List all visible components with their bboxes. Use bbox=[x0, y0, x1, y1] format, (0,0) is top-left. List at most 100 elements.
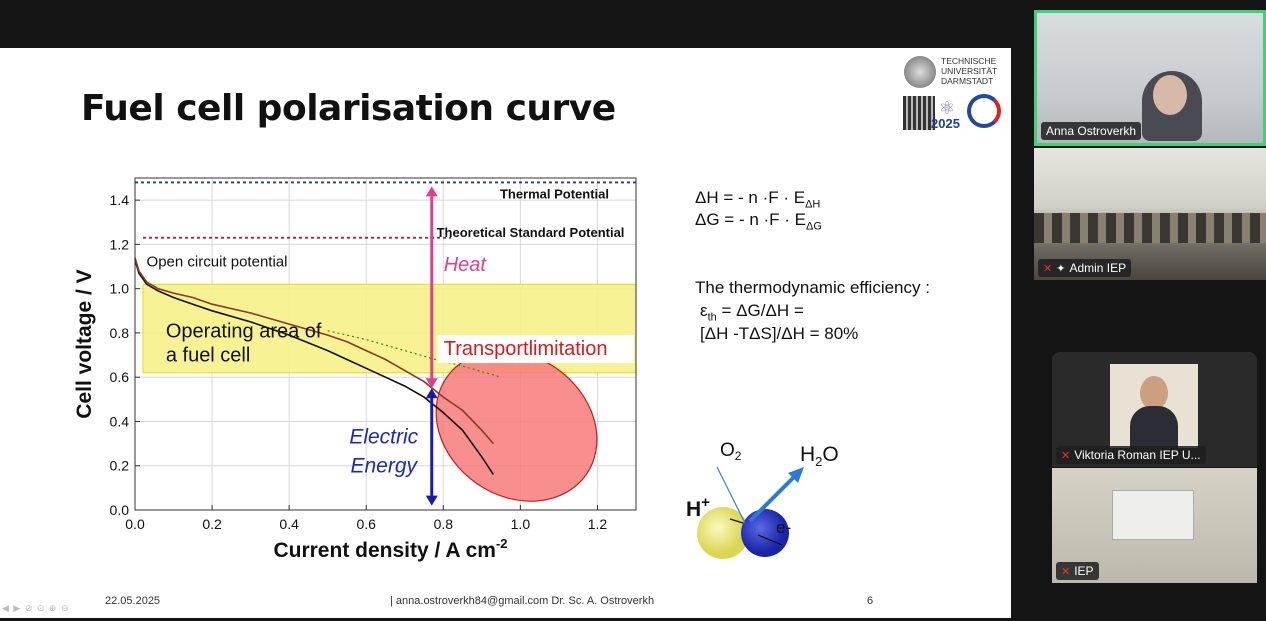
y-tick-label: 0.8 bbox=[110, 325, 130, 341]
footer-date: 22.05.2025 bbox=[105, 595, 161, 607]
electric-energy-label-2: Energy bbox=[350, 454, 418, 477]
x-axis-label-main: Current density / A cm bbox=[273, 539, 496, 562]
polarisation-curve bbox=[134, 257, 495, 445]
participant-tile-admin[interactable]: ✕ ✦ Admin IEP bbox=[1034, 148, 1266, 280]
participant-tile-iep[interactable]: ✕ IEP bbox=[1052, 468, 1257, 583]
theoretical-potential-label: Theoretical Standard Potential bbox=[437, 225, 625, 240]
water-formation-diagram: O2 H2O H+ e- bbox=[686, 440, 839, 559]
participant-tile-viktoria[interactable]: ✕ Viktoria Roman IEP U... bbox=[1052, 352, 1257, 467]
muted-mic-icon: ✕ bbox=[1061, 450, 1071, 462]
electric-arrowhead-bottom bbox=[425, 495, 438, 506]
efficiency-line-1-text: = ΔG/ΔH = bbox=[716, 301, 804, 320]
y-tick-label: 1.0 bbox=[110, 281, 130, 297]
x-tick-label: 0.4 bbox=[279, 516, 299, 532]
participant-tile-speaker[interactable]: Anna Ostroverkh bbox=[1034, 10, 1266, 146]
y-axis-label: Cell voltage / V bbox=[73, 269, 96, 418]
transport-limitation-label: Transportlimitation bbox=[444, 338, 608, 360]
slide-nav-icons[interactable]: ◀ ▶ ⊘ ⊙ ⊕ ⊖ bbox=[2, 603, 70, 613]
atom-icon: ⚛ bbox=[939, 98, 956, 118]
pin-icon: ✦ bbox=[1056, 263, 1066, 275]
gibbs-equation-sub: ΔG bbox=[806, 220, 822, 233]
x-tick-label: 0.6 bbox=[356, 516, 376, 532]
logo-line-2: UNIVERSITÄT bbox=[941, 66, 998, 76]
y-tick-label: 0.4 bbox=[110, 413, 130, 429]
y-tick-label: 0.6 bbox=[110, 369, 130, 385]
participant-name: ✕ Viktoria Roman IEP U... bbox=[1056, 446, 1206, 464]
institute-ring-logo bbox=[967, 94, 1001, 128]
x-axis-label: Current density / A cm-2 bbox=[273, 536, 507, 562]
electron-label: e- bbox=[776, 518, 791, 537]
gibbs-equation: ΔG = - n ·F · EΔG bbox=[695, 210, 822, 232]
plot-frame bbox=[134, 177, 637, 511]
h2o-label: H2O bbox=[800, 443, 839, 469]
efficiency-line-1: εth = ΔG/ΔH = bbox=[700, 301, 804, 323]
o2-path-line bbox=[716, 466, 746, 524]
proton-sphere bbox=[697, 507, 749, 559]
audience-rows bbox=[1034, 213, 1266, 243]
muted-mic-icon: ✕ bbox=[1061, 566, 1071, 578]
transport-label-bg bbox=[437, 335, 634, 364]
polarisation-chart: 0.0 0.2 0.4 0.6 0.8 1.0 1.2 0.0 0.2 0.4 0.6 0.8 1.0 1… bbox=[73, 177, 637, 562]
participant-name: ✕ ✦ Admin IEP bbox=[1038, 259, 1132, 277]
electron-arrow bbox=[757, 534, 783, 546]
participant-name: ✕ IEP bbox=[1056, 562, 1099, 580]
iep-logo: ⚛ 2025 bbox=[903, 96, 963, 132]
chart-series bbox=[134, 257, 502, 476]
energy-arrows bbox=[425, 186, 438, 506]
thermal-potential-label: Thermal Potential bbox=[500, 186, 609, 201]
x-tick-label: 0.0 bbox=[125, 516, 145, 532]
slide-title: Fuel cell polarisation curve bbox=[81, 88, 616, 129]
operating-area-label-1: Operating area of bbox=[166, 320, 322, 342]
epsilon-symbol: ε bbox=[700, 301, 708, 320]
operating-area-label-2: a fuel cell bbox=[166, 345, 251, 367]
proton-label: H+ bbox=[686, 494, 710, 521]
x-axis-label-sup: -2 bbox=[496, 536, 508, 551]
efficiency-line-2: [ΔH -TΔS]/ΔH = 80% bbox=[700, 324, 859, 343]
presentation-slide: Fuel cell polarisation curve TECHNISCHE … bbox=[0, 48, 1011, 618]
participant-name-text: Viktoria Roman IEP U... bbox=[1074, 448, 1201, 462]
x-tick-label: 0.8 bbox=[434, 516, 454, 532]
h2o-arrowhead bbox=[788, 467, 804, 483]
o2-label-sub: 2 bbox=[735, 449, 742, 463]
viktoria-video bbox=[1110, 364, 1198, 448]
enthalpy-equation-main: ΔH = - n ·F · E bbox=[695, 188, 806, 207]
x-tick-label: 0.2 bbox=[202, 516, 222, 532]
viktoria-body bbox=[1130, 406, 1178, 448]
electron-sphere bbox=[741, 509, 789, 557]
university-seal-icon bbox=[904, 56, 936, 88]
participant-name: Anna Ostroverkh bbox=[1041, 122, 1142, 140]
x-tick-label: 1.0 bbox=[511, 516, 531, 532]
iep-logo-blocks bbox=[903, 96, 935, 130]
participant-name-text: Admin IEP bbox=[1069, 261, 1127, 275]
open-circuit-label: Open circuit potential bbox=[147, 254, 288, 271]
muted-mic-icon: ✕ bbox=[1043, 263, 1053, 275]
electric-arrowhead-top bbox=[425, 388, 438, 399]
polarisation-curve bbox=[134, 259, 495, 476]
projection-screen bbox=[1112, 490, 1194, 540]
o2-label: O2 bbox=[720, 440, 742, 463]
gibbs-equation-main: ΔG = - n ·F · E bbox=[695, 210, 807, 229]
enthalpy-equation-sub: ΔH bbox=[805, 198, 821, 211]
transport-limitation-ellipse bbox=[435, 350, 598, 502]
footer-contact: | anna.ostroverkh84@gmail.com Dr. Sc. A.… bbox=[390, 595, 655, 607]
tu-darmstadt-logo: TECHNISCHE UNIVERSITÄT DARMSTADT bbox=[900, 54, 1006, 94]
heat-label: Heat bbox=[444, 254, 488, 276]
o2-label-main: O bbox=[720, 440, 735, 461]
h2o-label-a: H bbox=[800, 443, 815, 466]
proton-arrow bbox=[729, 518, 744, 524]
y-tick-label: 0.2 bbox=[110, 458, 130, 474]
speaker-face bbox=[1153, 75, 1187, 115]
footer-page-number: 6 bbox=[867, 595, 874, 607]
h2o-arrow-line bbox=[748, 471, 800, 523]
logo-line-1: TECHNISCHE bbox=[941, 56, 997, 66]
heat-arrowhead-bottom bbox=[425, 378, 438, 389]
h2o-label-b: O bbox=[822, 443, 838, 466]
viktoria-face bbox=[1140, 376, 1168, 410]
proton-label-sup: + bbox=[701, 494, 710, 511]
y-tick-label: 1.4 bbox=[110, 192, 130, 208]
participant-name-text: IEP bbox=[1074, 564, 1094, 578]
electric-energy-label-1: Electric bbox=[349, 426, 418, 449]
y-tick-label: 0.0 bbox=[110, 502, 130, 518]
logo-line-3: DARMSTADT bbox=[941, 76, 994, 86]
axis-ticks: 0.0 0.2 0.4 0.6 0.8 1.0 1.2 0.0 0.2 0.4 0.6 0.8 1.0 1… bbox=[110, 192, 608, 532]
